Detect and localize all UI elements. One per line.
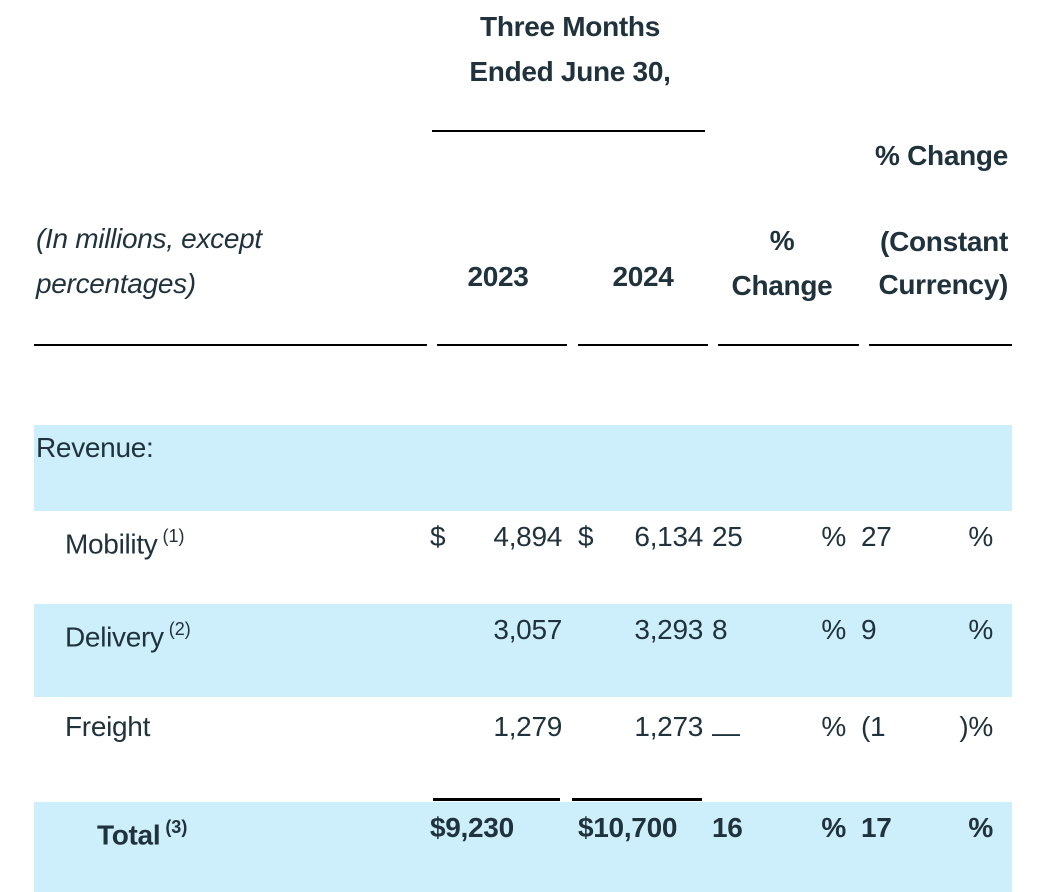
pct-change-value: —	[712, 717, 740, 748]
currency-symbol: $	[430, 521, 446, 552]
percent-sign: %	[821, 614, 846, 645]
total-rule-2024	[572, 798, 702, 801]
pct-change-cc-value: 9	[861, 614, 877, 645]
row-label-text: Delivery	[65, 621, 164, 653]
pct-change-cc-value: (1	[861, 711, 886, 742]
row-label-text: Freight	[65, 711, 151, 742]
value-2024: 3,293	[634, 614, 703, 645]
cell-pct-change-cc: 17 %	[859, 813, 1012, 892]
value-2024: 1,273	[634, 711, 703, 742]
header-body-gap	[34, 346, 1012, 425]
period-header: Three Months Ended June 30,	[432, 0, 708, 94]
label-note-line1: (In millions, except	[36, 223, 262, 254]
rule-2023-column	[437, 344, 567, 346]
percent-sign: %	[968, 812, 993, 843]
pct-change-cc-line3: Currency)	[878, 269, 1008, 300]
row-label: Freight	[34, 712, 430, 798]
row-revenue-section: Revenue:	[34, 425, 1012, 511]
cell-pct-change: — %	[708, 712, 859, 798]
value-2024: 6,134	[634, 521, 703, 552]
cell-2024: $10,700	[566, 813, 708, 892]
row-label: Mobility (1)	[34, 522, 430, 604]
row-delivery: Delivery (2) 3,057 3,293 8 % 9 %	[34, 604, 1012, 697]
column-header-rules	[34, 344, 1012, 346]
cell-pct-change-cc: 9 %	[859, 615, 1012, 697]
row-label-text: Total	[97, 819, 161, 851]
cell-2023: 3,057	[430, 615, 566, 697]
footnote-marker: (2)	[168, 619, 191, 639]
column-header-2024: 2024	[612, 261, 674, 292]
percent-sign: %	[821, 812, 846, 843]
rule-pct-change-cc-column	[869, 344, 1012, 346]
cell-pct-change: 25 %	[708, 522, 859, 604]
value-2023: 4,894	[493, 521, 562, 552]
percent-sign: %	[821, 521, 846, 552]
column-header-label: (In millions, except percentages)	[34, 132, 430, 344]
rule-2024-column	[578, 344, 708, 346]
value-2023: $9,230	[430, 812, 514, 843]
pct-change-value: 16	[712, 812, 743, 843]
value-2024: $10,700	[578, 812, 678, 843]
total-overlines	[34, 798, 1012, 802]
cell-pct-change-cc: (1 )%	[859, 712, 1012, 798]
pct-change-value: 25	[712, 521, 743, 552]
column-header-row: (In millions, except percentages) 2023 2…	[34, 132, 1012, 344]
column-header-2023: 2023	[467, 261, 529, 292]
period-header-line1: Three Months	[480, 11, 660, 42]
period-header-rule	[432, 130, 705, 132]
row-label: Revenue:	[34, 433, 430, 511]
pct-change-cc-line1: % Change	[875, 140, 1008, 171]
pct-change-cc-line2: (Constant	[880, 226, 1008, 257]
percent-sign: %	[821, 711, 846, 742]
rule-label-column	[34, 344, 427, 346]
footnote-marker: (3)	[165, 817, 188, 837]
footnote-marker: (1)	[162, 526, 185, 546]
cell-2023: $ 4,894	[430, 522, 566, 604]
value-2023: 1,279	[493, 711, 562, 742]
cell-2023: 1,279	[430, 712, 566, 798]
value-2023: 3,057	[493, 614, 562, 645]
pct-change-cc-value: 27	[861, 521, 892, 552]
header-spacer	[859, 177, 1008, 220]
cell-pct-change-cc: 27 %	[859, 522, 1012, 604]
total-rule-2023	[433, 798, 560, 801]
column-header-pct-change: % Change	[708, 132, 859, 344]
pct-change-cc-value: 17	[861, 812, 892, 843]
percent-sign: %	[968, 521, 993, 552]
row-freight: Freight 1,279 1,273 — % (1 )%	[34, 697, 1012, 798]
cell-2024: 1,273	[566, 712, 708, 798]
pct-change-line2: Change	[731, 270, 833, 301]
currency-symbol: $	[578, 521, 594, 552]
period-header-line2: Ended June 30,	[469, 56, 671, 87]
rule-pct-change-column	[718, 344, 859, 346]
percent-sign: )%	[959, 711, 993, 742]
row-label: Delivery (2)	[34, 615, 430, 697]
cell-pct-change: 16 %	[708, 813, 859, 892]
cell-pct-change: 8 %	[708, 615, 859, 697]
percent-sign: %	[968, 614, 993, 645]
cell-2023: $9,230	[430, 813, 566, 892]
cell-2024: $ 6,134	[566, 522, 708, 604]
pct-change-value: 8	[712, 614, 728, 645]
label-note-line2: percentages)	[36, 268, 196, 299]
row-mobility: Mobility (1) $ 4,894 $ 6,134 25 % 27 %	[34, 511, 1012, 604]
row-label-text: Revenue:	[36, 432, 154, 463]
period-header-section: Three Months Ended June 30,	[34, 0, 1012, 130]
row-label-text: Mobility	[65, 528, 158, 560]
cell-2024: 3,293	[566, 615, 708, 697]
row-total: Total (3) $9,230 $10,700 16 % 17 %	[34, 802, 1012, 892]
pct-change-line1: %	[769, 225, 795, 256]
revenue-table: Three Months Ended June 30, (In millions…	[34, 0, 1012, 892]
column-header-pct-change-constant-currency: % Change (Constant Currency)	[859, 132, 1012, 344]
row-label: Total (3)	[34, 813, 430, 892]
